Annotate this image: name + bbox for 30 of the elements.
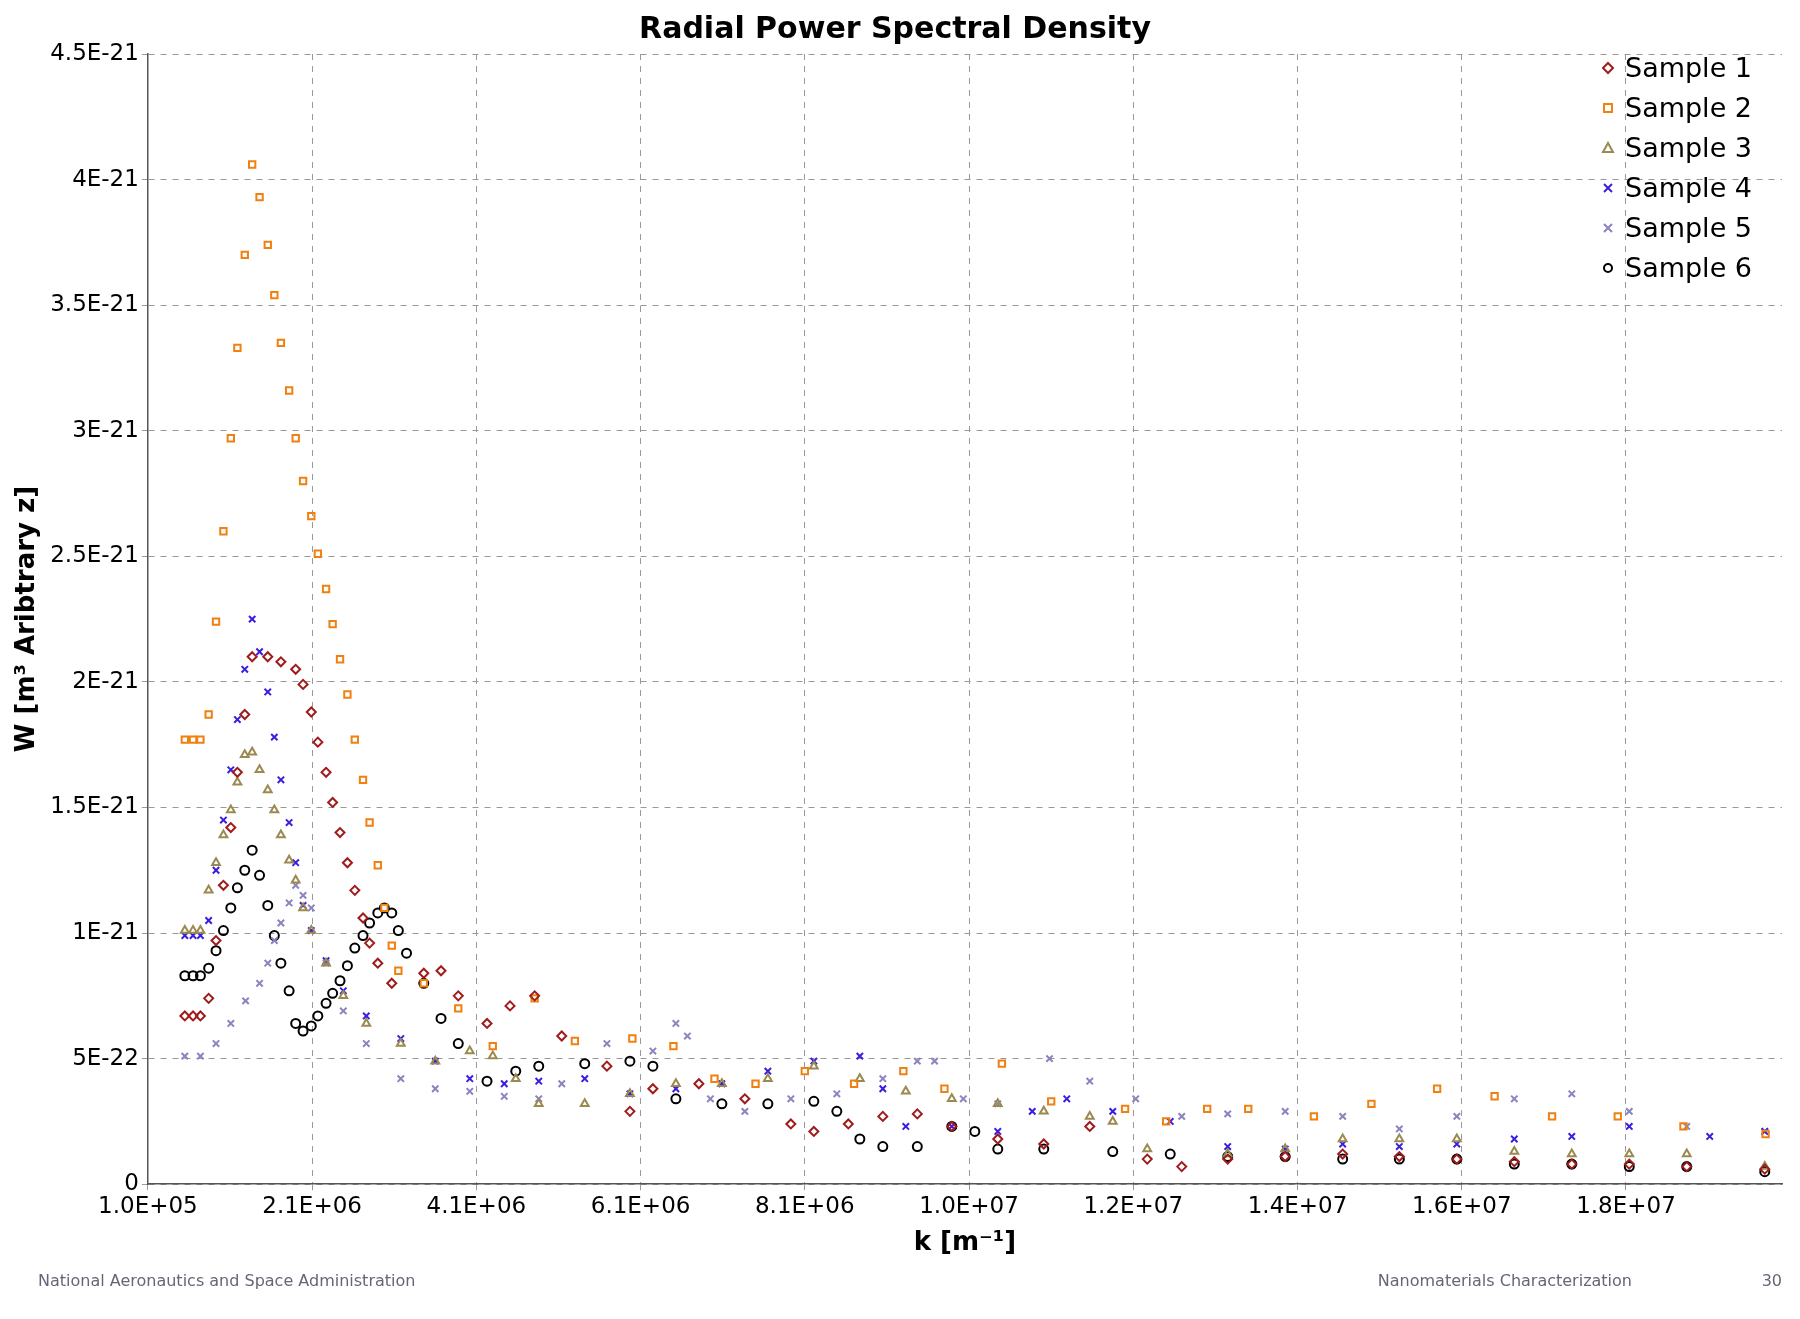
chart-title: Radial Power Spectral Density [639, 9, 1152, 45]
y-tick-label: 3E-21 [72, 415, 139, 442]
y-axis-title: W [m³ Aribtrary z] [10, 485, 41, 753]
y-tick-label: 4E-21 [72, 164, 139, 191]
text: 30 [1761, 1271, 1782, 1290]
x-tick-label: 1.6E+07 [1411, 1191, 1512, 1218]
y-tick-label: 1E-21 [72, 918, 139, 945]
y-tick-label: 5E-22 [72, 1043, 139, 1070]
x-axis-title: k [m⁻¹] [913, 1226, 1017, 1257]
x-tick-label: 6.1E+06 [590, 1191, 691, 1218]
x-tick-label: 1.0E+07 [919, 1191, 1019, 1218]
legend-label: Sample 5 [1625, 211, 1752, 245]
legend-label: Sample 6 [1625, 251, 1752, 285]
legend-label: Sample 3 [1625, 131, 1752, 165]
legend-label: Sample 2 [1625, 91, 1752, 125]
text: Nanomaterials Characterization [1377, 1271, 1632, 1290]
text: National Aeronautics and Space Administration [38, 1271, 416, 1290]
y-tick-label: 2.5E-21 [50, 541, 139, 568]
x-tick-label: 8.1E+06 [754, 1191, 855, 1218]
x-tick-label: 1.8E+07 [1576, 1191, 1676, 1218]
y-tick-label: 4.5E-21 [50, 38, 139, 65]
y-tick-label: 2E-21 [72, 666, 139, 693]
legend-label: Sample 1 [1625, 51, 1752, 85]
legend-label: Sample 4 [1625, 171, 1752, 205]
x-tick-label: 1.2E+07 [1083, 1191, 1184, 1218]
x-tick-label: 4.1E+06 [426, 1191, 527, 1218]
y-tick-label: 3.5E-21 [50, 290, 139, 317]
x-tick-label: 2.1E+06 [262, 1191, 362, 1218]
y-tick-label: 1.5E-21 [50, 792, 139, 819]
x-tick-label: 1.4E+07 [1247, 1191, 1348, 1218]
